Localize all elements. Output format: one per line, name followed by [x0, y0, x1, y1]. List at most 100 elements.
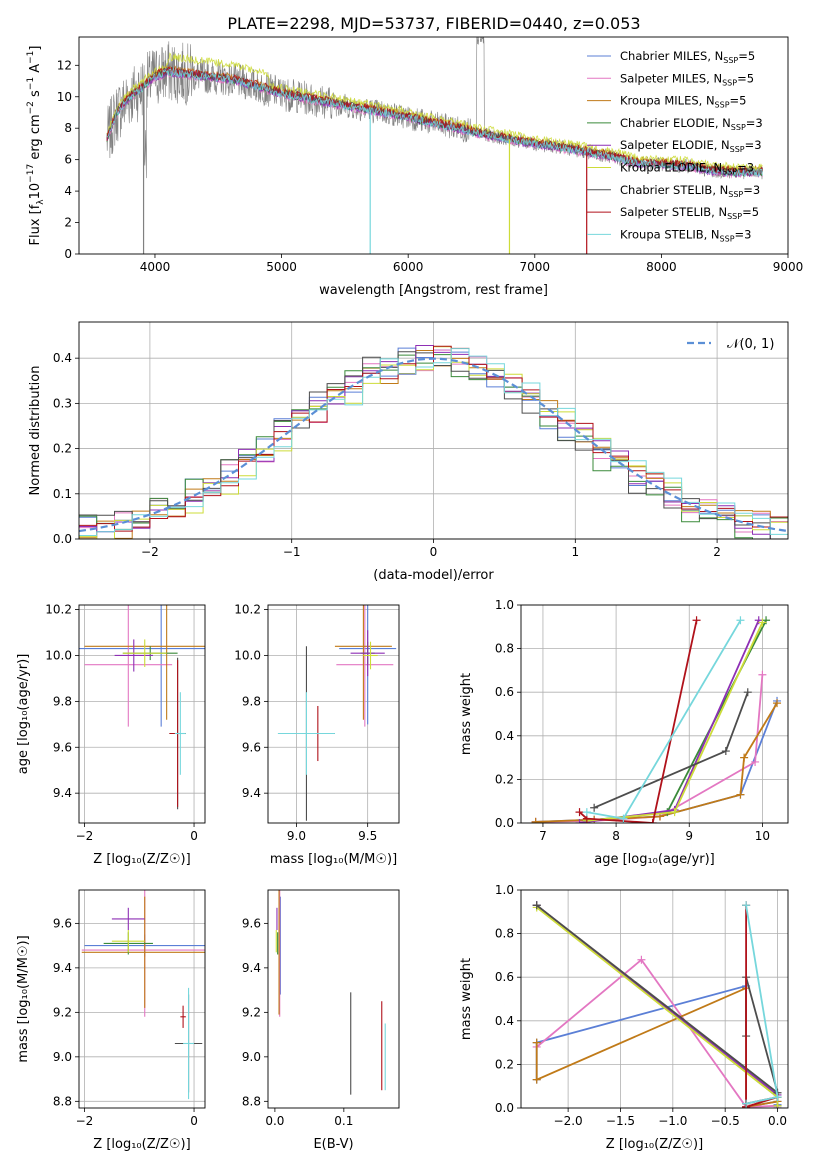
y-tick-label: 9.6 — [53, 740, 72, 754]
mass_weight_vs_age-ylabel: mass weight — [459, 673, 474, 755]
mass_weight_vs_age-series — [531, 616, 782, 823]
y-tick-label: 1.0 — [495, 598, 514, 612]
y-tick-label: 9.2 — [53, 1005, 72, 1019]
ylabel-part: λ — [36, 199, 46, 205]
x-tick-label: 0 — [430, 545, 438, 559]
y-tick-label: 0.4 — [53, 351, 72, 365]
y-tick-label: 6 — [64, 153, 72, 167]
legend-subscript: SSP — [723, 56, 738, 65]
mass_weight_vs_age-frame — [520, 604, 789, 824]
ylabel-part: 10 — [28, 183, 43, 200]
ylabel-part: ] — [28, 46, 43, 51]
series-marker — [532, 1038, 541, 1047]
y-tick-label: 8.8 — [242, 1094, 261, 1108]
gaussian-curve — [79, 357, 788, 533]
mass_weight_vs_Z-xlabel: Z [log₁₀(Z/Z☉)] — [606, 1137, 703, 1152]
y-tick-label: 0.0 — [53, 532, 72, 546]
x-tick-label: 8 — [612, 829, 620, 843]
mass_vs_ebv-axes: 0.0 0.1 8.8 9.0 9.2 9.4 9.6 — [242, 916, 353, 1128]
legend-suffix: =5 — [738, 49, 755, 63]
histogram-series — [79, 348, 788, 536]
legend-suffix: =5 — [737, 71, 754, 85]
mass_vs_Z-ylabel: mass [log₁₀(M/M☉)] — [16, 935, 31, 1062]
series-marker — [648, 819, 657, 823]
gaussian-legend-label: 𝒩(0, 1) — [727, 337, 774, 352]
legend-entry: Chabrier ELODIE, NSSP=3 — [620, 116, 763, 132]
x-tick-label: −2.0 — [554, 1114, 583, 1128]
legend-entry: Kroupa STELIB, NSSP=3 — [620, 227, 751, 243]
y-tick-label: 9.8 — [242, 694, 261, 708]
y-tick-label: 9.8 — [53, 694, 72, 708]
y-tick-label: 0.1 — [53, 487, 72, 501]
series-marker — [740, 753, 749, 762]
spectrum-xlabel: wavelength [Angstrom, rest frame] — [319, 283, 548, 298]
series-marker — [758, 670, 767, 679]
y-tick-label: 0.2 — [495, 1057, 514, 1071]
x-tick-label: 8000 — [646, 260, 677, 274]
mass_vs_ebv-points — [275, 890, 386, 1095]
mass_weight_vs_Z-ylabel: mass weight — [459, 958, 474, 1040]
y-tick-label: 9.0 — [53, 1050, 72, 1064]
mass_vs_Z-frame — [78, 889, 206, 1109]
y-tick-label: 0.6 — [495, 970, 514, 984]
y-tick-label: 9.6 — [242, 740, 261, 754]
x-tick-label: 0 — [190, 1114, 198, 1128]
y-tick-label: 0.2 — [495, 772, 514, 786]
x-tick-label: 0.1 — [334, 1114, 353, 1128]
y-tick-label: 0.2 — [53, 442, 72, 456]
mass_weight_vs_Z-axes: −2.0 −1.5 −1.0 −0.5 0.0 0.0 0.2 0.4 0.6 0.8 1.0 — [495, 883, 788, 1128]
series-marker — [773, 699, 782, 708]
legend-label: Salpeter MILES, N — [620, 71, 722, 85]
y-tick-label: 9.2 — [242, 1005, 261, 1019]
legend-entry: Salpeter MILES, NSSP=5 — [620, 71, 754, 87]
ylabel-part: A — [28, 64, 43, 77]
mass_vs_ebv-xlabel: E(B-V) — [313, 1137, 353, 1152]
x-tick-label: 5000 — [266, 260, 297, 274]
spectrum-frame — [78, 36, 789, 255]
x-tick-label: 9 — [685, 829, 693, 843]
y-tick-label: 0.0 — [495, 1101, 514, 1115]
mass_vs_Z-points — [81, 890, 205, 1100]
legend-subscript: SSP — [727, 212, 742, 221]
age_vs_Z-axes: −2 0 9.4 9.6 9.8 10.0 10.2 — [45, 603, 205, 843]
ylabel-part: s — [28, 90, 43, 101]
y-tick-label: 9.0 — [242, 1050, 261, 1064]
histogram-steps — [79, 345, 788, 539]
y-tick-label: 1.0 — [495, 883, 514, 897]
model-spectrum-line — [106, 67, 763, 178]
histogram-ylabel: Normed distribution — [28, 366, 43, 496]
y-tick-label: 9.4 — [242, 961, 261, 975]
series-line — [535, 702, 778, 823]
series-line — [579, 619, 760, 823]
series-marker — [619, 814, 628, 823]
x-tick-label: −2 — [141, 545, 159, 559]
series-line — [535, 984, 779, 1108]
x-tick-label: −2 — [76, 1114, 94, 1128]
legend-suffix: =3 — [746, 116, 763, 130]
series-marker — [742, 1099, 751, 1108]
ylabel-part: Flux [f — [28, 204, 43, 245]
mass_vs_Z-axes: −2 0 8.8 9.0 9.2 9.4 9.6 — [53, 890, 205, 1128]
y-tick-label: 0.0 — [495, 816, 514, 830]
model-spectrum-line — [106, 52, 763, 173]
y-tick-label: 10.0 — [45, 648, 72, 662]
legend-suffix: =3 — [735, 227, 752, 241]
legend-label: Kroupa ELODIE, N — [620, 161, 722, 175]
histogram-xlabel: (data-model)/error — [373, 568, 494, 583]
x-tick-label: 0 — [190, 829, 198, 843]
spectrum-lines — [106, 37, 763, 254]
series-marker — [637, 955, 646, 964]
legend-suffix: =3 — [737, 161, 754, 175]
x-tick-label: 6000 — [393, 260, 424, 274]
ylabel-part: −2 — [26, 101, 36, 114]
histogram-frame — [78, 321, 789, 540]
spectrum-ylabel: Flux [fλ10−17 erg cm−2 s−1 A−1] — [26, 46, 46, 246]
legend-entry: Salpeter STELIB, NSSP=5 — [620, 205, 759, 221]
age_vs_mass-frame — [267, 604, 400, 824]
x-tick-label: 4000 — [140, 260, 171, 274]
y-tick-label: 0.4 — [495, 729, 514, 743]
series-marker — [742, 901, 751, 910]
series-marker — [743, 688, 752, 697]
y-tick-label: 0.3 — [53, 396, 72, 410]
